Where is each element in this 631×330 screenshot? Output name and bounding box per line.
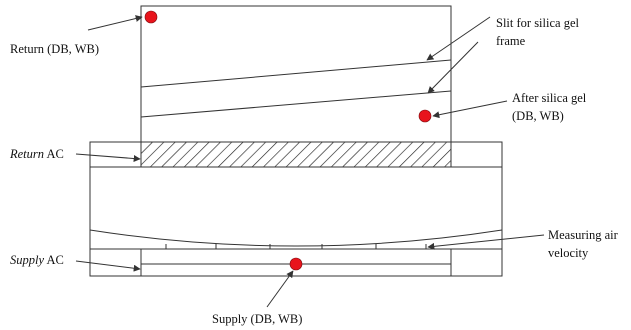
measuring-label-line2: velocity [548,246,589,260]
supply-sensor-icon [289,257,303,271]
slit-label-line1: Slit for silica gel [496,16,579,30]
velocity-ticks [165,244,427,249]
return-ac-label-rest: AC [44,147,64,161]
supply-label: Supply (DB, WB) [212,312,302,326]
return-ac-leader-arrow [75,153,141,162]
return-ac-label: Return AC [9,147,64,161]
after-silica-label-line2: (DB, WB) [512,109,564,123]
return-leader-arrow [87,15,143,31]
supply-ac-leader-arrow [75,260,141,272]
silica-gel-slit-upper [140,59,452,88]
air-flow-curve [89,229,503,247]
measuring-label-line1: Measuring air [548,228,619,242]
return-label: Return (DB, WB) [10,42,99,56]
return-ac-label-italic: Return [9,147,44,161]
after-silica-leader-arrow [432,100,508,119]
after-silica-sensor-icon [418,109,432,123]
supply-ac-label-italic: Supply [10,253,44,267]
hatched-filter [140,141,452,168]
main-duct [89,166,503,250]
after-silica-label-line1: After silica gel [512,91,587,105]
slit-label-line2: frame [496,34,526,48]
supply-leader-arrow [266,270,294,308]
measuring-leader-arrow [427,234,545,250]
silica-gel-slit-lower [140,90,452,118]
slit-lower-leader-arrow [427,41,479,94]
supply-ac-label: Supply AC [10,253,64,267]
slit-upper-leader-arrow [426,16,491,61]
supply-duct [140,248,452,277]
return-sensor-icon [144,10,158,24]
supply-ac-label-rest: AC [44,253,64,267]
